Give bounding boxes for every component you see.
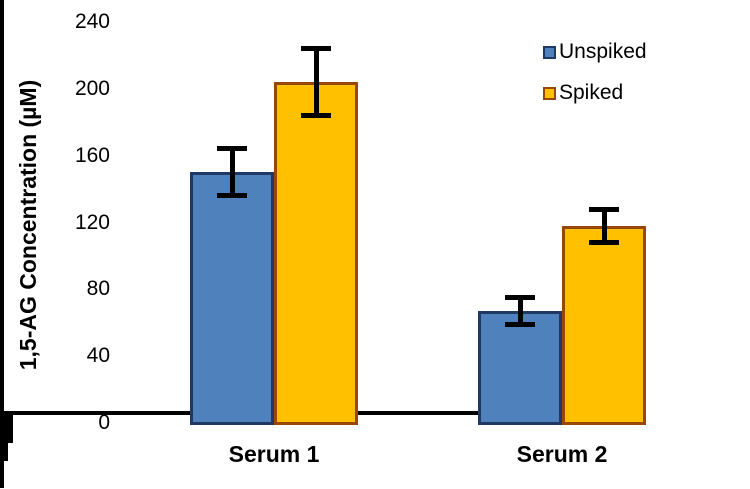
y-major-tick-200 [0, 435, 13, 439]
y-major-tick-240 [0, 439, 13, 443]
error-bar-unspiked-serum-2-line [517, 297, 523, 325]
error-bar-spiked-serum-2-cap-bottom [589, 240, 619, 246]
y-tick-label-200: 200 [74, 76, 110, 100]
error-bar-unspiked-serum-1-cap-top [217, 146, 247, 152]
error-bar-spiked-serum-2-line [601, 209, 607, 243]
y-minor-tick-20 [0, 443, 8, 446]
legend-label-spiked: Spiked [559, 81, 624, 104]
x-category-label-serum-2: Serum 2 [516, 441, 608, 467]
legend-item-unspiked: Unspiked [543, 41, 647, 63]
y-minor-tick-220 [0, 458, 8, 461]
x-tick-1 [0, 470, 4, 479]
error-bar-unspiked-serum-1-cap-bottom [217, 193, 247, 199]
x-category-label-serum-1: Serum 1 [228, 441, 320, 467]
y-minor-tick-180 [0, 455, 8, 458]
y-major-tick-160 [0, 431, 13, 435]
y-tick-label-120: 120 [74, 210, 110, 234]
bar-unspiked-serum-1 [190, 172, 274, 425]
y-major-tick-40 [0, 419, 13, 423]
y-tick-label-40: 40 [86, 344, 110, 368]
y-tick-label-0: 0 [98, 411, 110, 434]
error-bar-spiked-serum-1-line [313, 48, 319, 116]
y-minor-tick-140 [0, 452, 8, 455]
error-bar-unspiked-serum-1-line [229, 148, 235, 196]
bar-spiked-serum-1 [274, 82, 358, 425]
x-tick-2 [0, 479, 4, 488]
error-bar-spiked-serum-1-cap-bottom [301, 113, 331, 119]
y-major-tick-120 [0, 427, 13, 431]
y-tick-label-80: 80 [86, 277, 110, 301]
error-bar-spiked-serum-2-cap-top [589, 206, 619, 212]
bar-spiked-serum-2 [562, 225, 646, 425]
unspiked-swatch-icon [543, 45, 556, 59]
y-major-tick-80 [0, 423, 13, 427]
spiked-swatch-icon [543, 86, 556, 100]
y-axis [0, 0, 4, 411]
y-tick-label-240: 240 [74, 10, 110, 33]
y-tick-label-160: 160 [74, 143, 110, 167]
error-bar-unspiked-serum-2-cap-bottom [505, 321, 535, 327]
legend-label-unspiked: Unspiked [559, 40, 647, 63]
y-minor-tick-100 [0, 449, 8, 452]
error-bar-spiked-serum-1-cap-top [301, 46, 331, 52]
legend-item-spiked: Spiked [543, 82, 623, 104]
x-tick-0 [0, 461, 4, 470]
y-minor-tick-60 [0, 446, 8, 449]
error-bar-unspiked-serum-2-cap-top [505, 295, 535, 301]
y-major-tick-0 [0, 415, 13, 419]
bar-unspiked-serum-2 [478, 311, 562, 425]
